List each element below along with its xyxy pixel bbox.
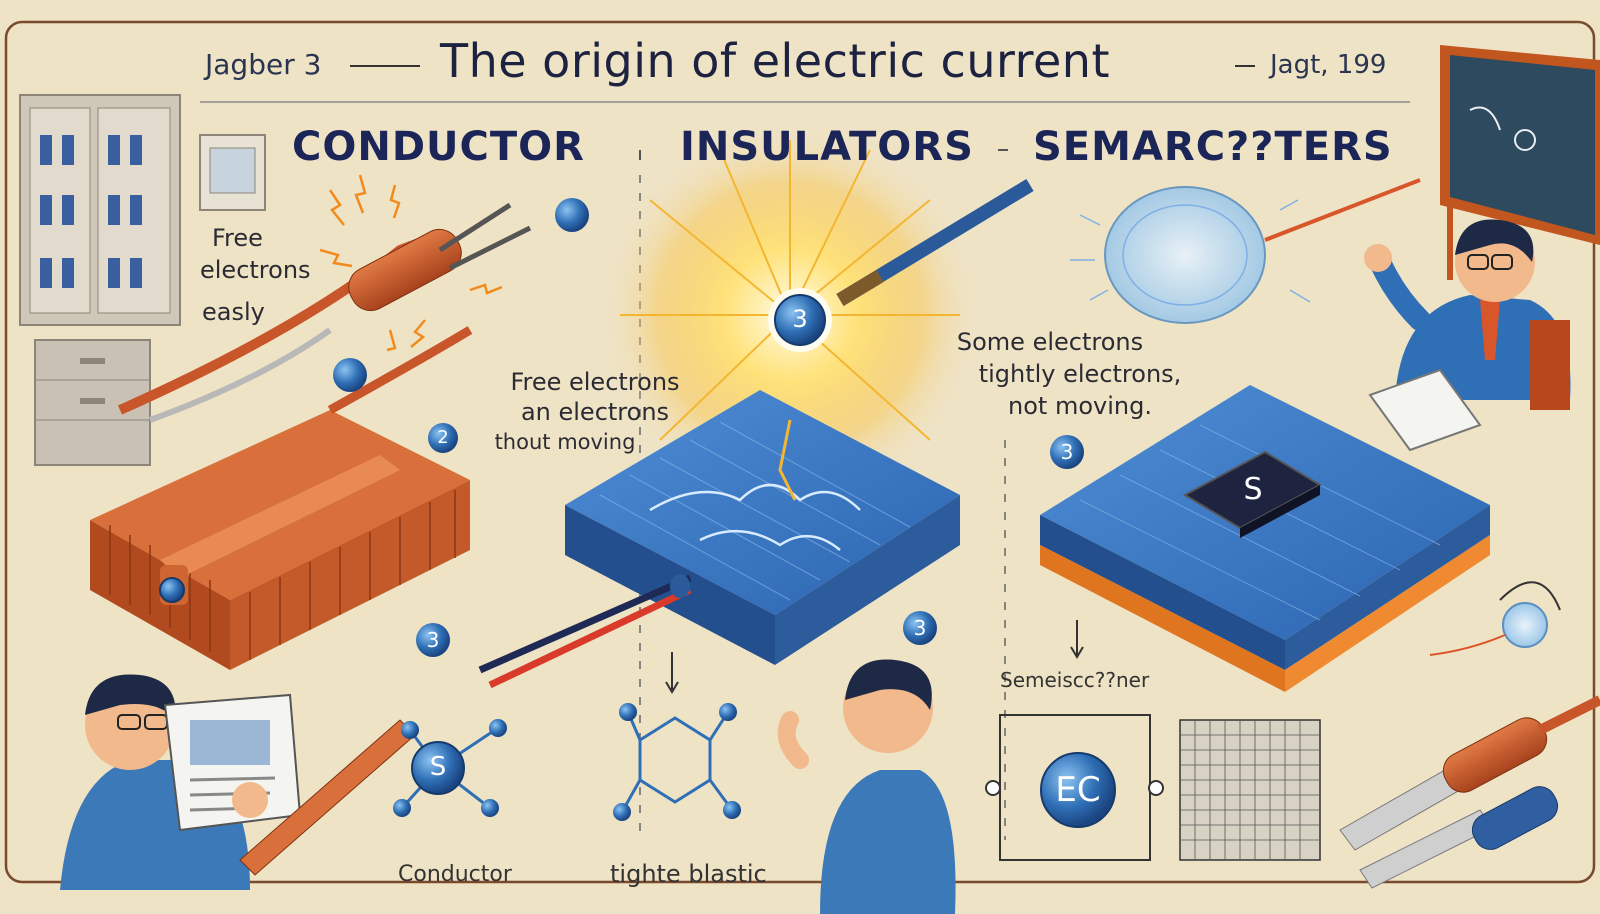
student-middle	[777, 659, 956, 914]
badge-2-circle	[428, 423, 458, 453]
section-title-conductor: CONDUCTOR	[292, 124, 585, 170]
badge-2-number: 2	[437, 427, 449, 448]
electron-ball-1	[555, 198, 589, 232]
conductor-caption: Conductor	[398, 862, 512, 887]
header-right-tag: Jagt, 199	[1270, 50, 1387, 80]
poster-frame	[4, 20, 1596, 884]
lens-rays	[1070, 199, 1311, 303]
badge-3b-circle	[903, 611, 937, 645]
insulator-caption: tighte blastic	[610, 860, 767, 888]
sun-ball-number: 3	[792, 305, 808, 333]
sun-ball	[774, 294, 826, 346]
filing-drawer	[34, 339, 151, 466]
teacher	[1364, 219, 1571, 452]
chalkboard	[1440, 45, 1600, 280]
lens-wire	[1264, 178, 1421, 242]
semiconductor-note-3: not moving.	[1008, 392, 1152, 420]
badge-3a-number: 3	[426, 628, 440, 652]
wire-black	[478, 574, 692, 674]
section-title-insulators: INSULATORS	[680, 124, 974, 170]
badge-3c-circle	[1050, 435, 1084, 469]
molecule-s	[393, 719, 507, 817]
hexagon-molecule	[613, 703, 741, 821]
free-electrons-label-1: Free	[212, 224, 263, 252]
ec-circuit-box	[985, 714, 1164, 861]
badge-3a-circle	[416, 623, 450, 657]
lens-disc	[1104, 186, 1266, 324]
page-title: The origin of electric current	[440, 34, 1110, 88]
student-left	[60, 674, 302, 890]
wall-monitor-screen	[209, 147, 256, 194]
badge-3b-number: 3	[913, 616, 927, 640]
microchip-letter: S	[1243, 472, 1263, 507]
probe-prong-2	[448, 225, 532, 271]
molecule-letter: S	[429, 752, 447, 782]
semiconductor-note-1: Some electrons	[956, 328, 1144, 356]
copper-coil	[90, 410, 470, 670]
semiconductor-caption: Semeiscc??ner	[1000, 668, 1150, 692]
cabinet-shelf	[19, 94, 181, 326]
badge-3c-number: 3	[1060, 440, 1074, 464]
meter-wire	[1429, 634, 1506, 656]
small-meter	[1502, 602, 1548, 648]
wire-red	[488, 586, 692, 689]
electron-ball-2	[333, 358, 367, 392]
insulator-note-2: an electrons	[520, 398, 670, 426]
ec-badge-label: EC	[1055, 770, 1101, 810]
probe-handle	[348, 228, 462, 312]
spark-burst-left	[319, 174, 503, 352]
semiconductor-note-2: tightly electrons,	[978, 360, 1182, 388]
free-electrons-label-2: electrons	[200, 256, 311, 284]
free-electrons-label-3: easly	[202, 298, 265, 326]
orange-wire-2	[327, 326, 473, 414]
header-left-tag: Jagber 3	[205, 48, 322, 81]
probe-rod	[148, 327, 332, 423]
insulator-note-1: Free electrons	[510, 368, 680, 396]
crystal-lattice	[1179, 719, 1321, 861]
soldering-iron	[1339, 695, 1600, 889]
section-title-semiconductors: SEMARC??TERS	[1033, 124, 1393, 170]
probe-prong-1	[438, 202, 512, 253]
insulator-note-3: thout moving	[494, 430, 636, 454]
